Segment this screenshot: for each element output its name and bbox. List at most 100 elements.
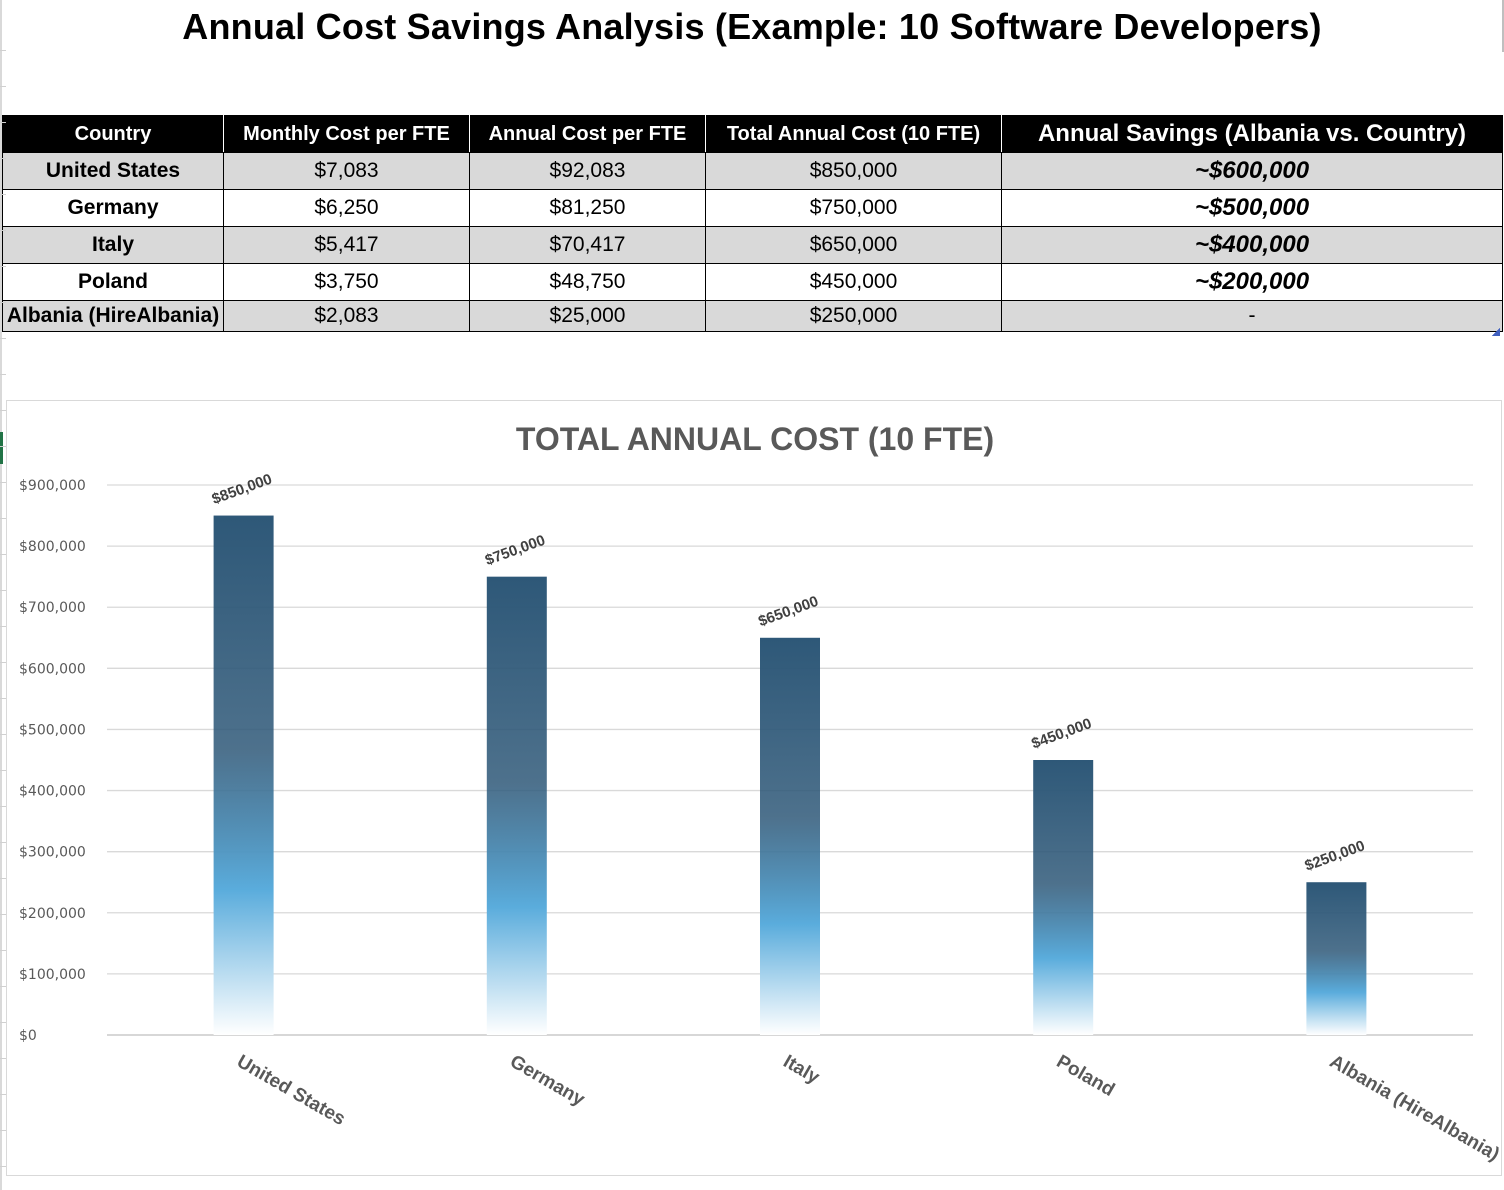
- cell-savings-none[interactable]: -: [1001, 300, 1503, 332]
- y-tick-label: $200,000: [19, 906, 86, 922]
- row-gridline: [0, 1058, 6, 1059]
- table-header-row: Country Monthly Cost per FTE Annual Cost…: [2, 115, 1503, 153]
- category-label: Germany: [506, 1051, 588, 1111]
- table-row: Germany $6,250 $81,250 $750,000 ~$500,00…: [2, 189, 1503, 227]
- cell-country[interactable]: Germany: [2, 189, 224, 227]
- row-gridline: [0, 374, 6, 375]
- y-tick-label: $400,000: [19, 784, 86, 800]
- y-tick-label: $0: [19, 1028, 37, 1044]
- bar: [213, 515, 274, 1035]
- cell-monthly[interactable]: $5,417: [223, 226, 470, 264]
- y-tick-label: $600,000: [19, 661, 86, 677]
- table-row: Albania (HireAlbania) $2,083 $25,000 $25…: [2, 300, 1503, 332]
- bar: [486, 576, 547, 1035]
- chart-title: TOTAL ANNUAL COST (10 FTE): [516, 421, 994, 457]
- row-gridline: [0, 266, 6, 267]
- cost-table: Country Monthly Cost per FTE Annual Cost…: [2, 115, 1503, 332]
- row-gridline: [0, 338, 6, 339]
- data-label: $750,000: [483, 532, 548, 569]
- header-annual-cost[interactable]: Annual Cost per FTE: [469, 115, 706, 153]
- row-gridline: [0, 1166, 6, 1167]
- chart-area[interactable]: TOTAL ANNUAL COST (10 FTE) $0 $100,000 $20…: [6, 400, 1502, 1176]
- cell-savings[interactable]: ~$200,000: [1001, 263, 1503, 301]
- cell-monthly[interactable]: $7,083: [223, 152, 470, 190]
- row-gridline: [0, 626, 6, 627]
- y-tick-label: $900,000: [19, 478, 86, 494]
- row-gridline: [0, 410, 6, 411]
- row-gridline: [0, 194, 6, 195]
- table-row: Poland $3,750 $48,750 $450,000 ~$200,000: [2, 263, 1503, 301]
- category-label: Poland: [1053, 1051, 1118, 1101]
- y-tick-label: $100,000: [19, 967, 86, 983]
- table-row: Italy $5,417 $70,417 $650,000 ~$400,000: [2, 226, 1503, 264]
- header-total-annual-cost[interactable]: Total Annual Cost (10 FTE): [705, 115, 1002, 153]
- row-gridline: [0, 914, 6, 915]
- data-label: $850,000: [210, 471, 275, 508]
- cell-total[interactable]: $250,000: [705, 300, 1002, 332]
- row-gridline: [0, 482, 6, 483]
- row-gridline: [0, 158, 6, 159]
- header-country[interactable]: Country: [2, 115, 224, 153]
- cell-savings[interactable]: ~$500,000: [1001, 189, 1503, 227]
- y-tick-label: $300,000: [19, 845, 86, 861]
- cell-monthly[interactable]: $6,250: [223, 189, 470, 227]
- header-annual-savings[interactable]: Annual Savings (Albania vs. Country): [1001, 115, 1503, 153]
- cell-country[interactable]: Poland: [2, 263, 224, 301]
- cell-total[interactable]: $650,000: [705, 226, 1002, 264]
- table-row: United States $7,083 $92,083 $850,000 ~$…: [2, 152, 1503, 190]
- y-axis-ticks: $0 $100,000 $200,000 $300,000 $400,000 $500,0…: [19, 478, 86, 1044]
- row-gridline: [0, 950, 6, 951]
- cell-savings[interactable]: ~$600,000: [1001, 152, 1503, 190]
- row-gridline: [0, 50, 6, 51]
- cell-country[interactable]: Italy: [2, 226, 224, 264]
- cell-country[interactable]: United States: [2, 152, 224, 190]
- row-gridline: [0, 86, 6, 87]
- sheet-right-edge: [1502, 0, 1504, 52]
- cell-monthly[interactable]: $2,083: [223, 300, 470, 332]
- page-title: Annual Cost Savings Analysis (Example: 1…: [182, 6, 1322, 47]
- data-label: $650,000: [756, 593, 821, 630]
- category-label: Albania (HireAlbania): [1326, 1051, 1501, 1165]
- category-label: Italy: [780, 1051, 824, 1088]
- row-gridline: [0, 302, 6, 303]
- row-gridline: [0, 554, 6, 555]
- cell-total[interactable]: $750,000: [705, 189, 1002, 227]
- bar-chart: TOTAL ANNUAL COST (10 FTE) $0 $100,000 $20…: [19, 421, 1501, 1165]
- row-gridline: [0, 122, 6, 123]
- row-gridline: [0, 662, 6, 663]
- cell-monthly[interactable]: $3,750: [223, 263, 470, 301]
- cell-total[interactable]: $450,000: [705, 263, 1002, 301]
- row-gridline: [0, 734, 6, 735]
- cell-country[interactable]: Albania (HireAlbania): [2, 300, 224, 332]
- row-gridline: [0, 1022, 6, 1023]
- row-gridline: [0, 230, 6, 231]
- data-label: $250,000: [1303, 837, 1368, 874]
- row-selection-marker: [0, 432, 3, 464]
- cell-annual[interactable]: $92,083: [469, 152, 706, 190]
- cell-annual[interactable]: $48,750: [469, 263, 706, 301]
- row-gridline: [0, 986, 6, 987]
- row-gridline: [0, 590, 6, 591]
- cell-annual[interactable]: $81,250: [469, 189, 706, 227]
- sheet-left-edge: [0, 0, 2, 1190]
- header-monthly-cost[interactable]: Monthly Cost per FTE: [223, 115, 470, 153]
- cell-total[interactable]: $850,000: [705, 152, 1002, 190]
- cell-annual[interactable]: $70,417: [469, 226, 706, 264]
- row-gridline: [0, 842, 6, 843]
- row-gridline: [0, 878, 6, 879]
- y-tick-label: $800,000: [19, 539, 86, 555]
- row-gridline: [0, 698, 6, 699]
- bar: [1033, 760, 1094, 1035]
- bars: [213, 515, 1367, 1035]
- row-gridline: [0, 806, 6, 807]
- category-label: United States: [233, 1051, 349, 1130]
- row-gridline: [0, 518, 6, 519]
- cell-annual[interactable]: $25,000: [469, 300, 706, 332]
- x-axis-categories: United States Germany Italy Poland Albania (…: [233, 1051, 1501, 1165]
- y-tick-label: $500,000: [19, 722, 86, 738]
- table-resize-handle[interactable]: [1492, 328, 1500, 336]
- cell-savings[interactable]: ~$400,000: [1001, 226, 1503, 264]
- y-tick-label: $700,000: [19, 600, 86, 616]
- row-gridline: [0, 1130, 6, 1131]
- row-gridline: [0, 770, 6, 771]
